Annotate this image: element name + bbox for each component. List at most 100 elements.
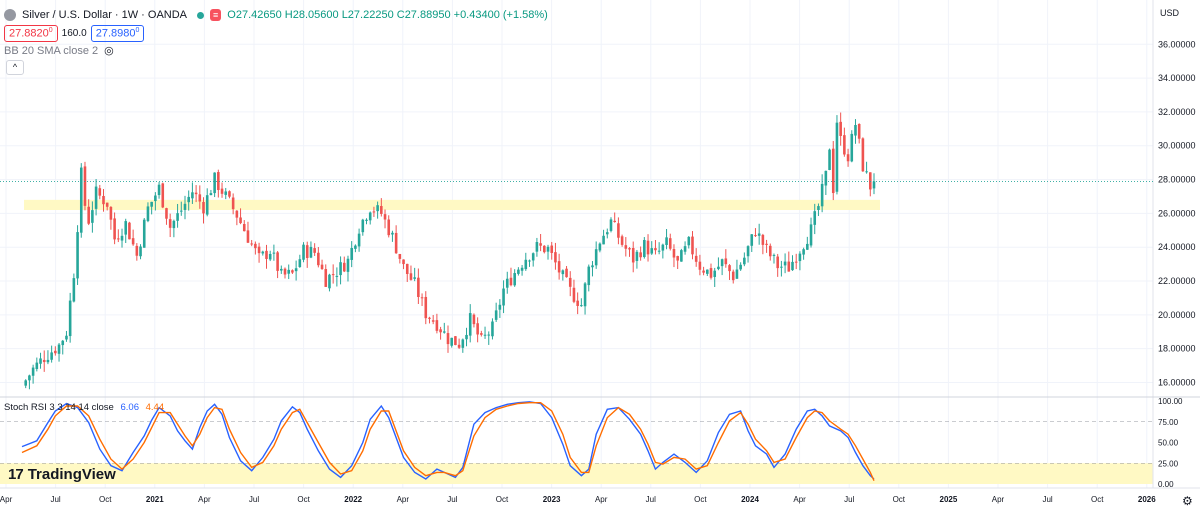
candle-body [680, 250, 683, 262]
candle-body [320, 264, 324, 269]
candle-body [720, 259, 724, 267]
candle-body [546, 246, 550, 252]
time-tick-label: Jul [844, 495, 854, 504]
close-value: C27.88950 [396, 9, 451, 21]
candle-body [220, 188, 224, 194]
low-value: L27.22250 [341, 9, 394, 21]
hidden-eye-icon[interactable]: ◎ [104, 45, 114, 57]
candle-body [846, 154, 850, 162]
candle-body [831, 148, 835, 194]
candle-body [835, 122, 839, 192]
candle-body [617, 223, 620, 238]
stoch-d-line [21, 402, 875, 481]
candle-body [735, 269, 739, 279]
candle-body [872, 181, 876, 189]
time-tick-label: 2022 [344, 495, 362, 504]
candle-body [442, 331, 446, 333]
change-value: +0.43400 (+1.58%) [453, 9, 548, 21]
candle-body [250, 243, 253, 245]
candle-body [420, 297, 424, 299]
indicator-label: BB 20 SMA close 2 [4, 44, 99, 57]
candle-body [813, 211, 817, 225]
candle-body [783, 261, 787, 266]
candle-body [476, 323, 479, 335]
silver-symbol-icon [4, 9, 16, 21]
candle-body [365, 219, 368, 221]
candle-body [698, 261, 702, 270]
sell-button[interactable]: 27.88200 [4, 25, 58, 42]
candle-body [105, 202, 109, 207]
stoch-tick-label: 0.00 [1158, 480, 1174, 489]
candle-body [380, 206, 383, 214]
buy-button[interactable]: 27.89800 [90, 25, 145, 42]
candle-body [824, 170, 828, 186]
candle-body [280, 268, 283, 271]
candle-body [865, 171, 868, 173]
candle-body [413, 277, 416, 279]
candle-body [91, 210, 94, 223]
candle-body [550, 245, 554, 253]
sell-price-sup: 0 [48, 27, 53, 34]
candle-body [802, 249, 805, 255]
candle-body [780, 266, 783, 268]
menu-badge-icon[interactable]: ≡ [210, 9, 222, 21]
candle-body [57, 344, 61, 354]
candle-body [576, 300, 579, 306]
candle-body [76, 232, 79, 279]
candle-body [409, 273, 413, 280]
candle-body [724, 258, 728, 265]
candle-body [439, 329, 442, 333]
candle-body [346, 258, 350, 272]
candle-body [587, 266, 591, 286]
candle-body [205, 195, 209, 215]
candle-body [857, 123, 861, 139]
candle-body [794, 261, 798, 263]
candle-body [806, 243, 809, 250]
candle-body [450, 337, 454, 346]
candle-body [531, 253, 535, 261]
stoch-k-value: 6.06 [120, 402, 139, 413]
candle-body [502, 288, 505, 306]
candle-body [605, 232, 609, 235]
candle-body [861, 138, 865, 172]
market-open-icon [197, 11, 205, 19]
time-tick-label: 2025 [940, 495, 958, 504]
candle-body [161, 183, 165, 208]
time-tick-label: Apr [793, 495, 806, 504]
currency-label[interactable]: USD [1160, 8, 1180, 18]
candle-body [854, 125, 857, 136]
candle-body [209, 193, 213, 196]
candle-body [298, 259, 302, 267]
candle-body [461, 339, 465, 348]
candle-body [643, 239, 646, 258]
gear-icon[interactable]: ⚙ [1182, 494, 1193, 508]
sell-price: 27.8820 [9, 27, 49, 40]
collapse-legend-button[interactable]: ^ [6, 60, 24, 75]
candle-body [676, 256, 679, 261]
price-tick-label: 18.00000 [1158, 344, 1196, 354]
candle-body [687, 236, 691, 246]
candle-body [509, 277, 513, 286]
candle-body [709, 268, 713, 278]
price-tick-label: 36.00000 [1158, 39, 1196, 49]
indicator-legend[interactable]: BB 20 SMA close 2 ◎ [4, 44, 114, 58]
candle-body [61, 340, 65, 346]
candle-body [361, 219, 365, 233]
candle-body [268, 253, 272, 260]
candle-body [339, 262, 342, 276]
time-tick-label: Apr [992, 495, 1005, 504]
candle-body [139, 246, 142, 257]
stoch-legend[interactable]: Stoch RSI 3 3 14 14 close 6.06 4.44 [4, 402, 164, 413]
price-tick-label: 16.00000 [1158, 377, 1196, 387]
symbol-title[interactable]: Silver / U.S. Dollar · 1W · OANDA [22, 9, 188, 21]
candle-body [602, 235, 605, 245]
tradingview-logo-icon: 17 [8, 466, 24, 483]
candle-body [731, 271, 735, 281]
candle-body [728, 265, 731, 272]
candle-body [668, 238, 672, 249]
candle-body [113, 218, 116, 240]
candle-body [513, 273, 516, 286]
candle-body [580, 305, 583, 307]
candle-body [283, 268, 287, 275]
